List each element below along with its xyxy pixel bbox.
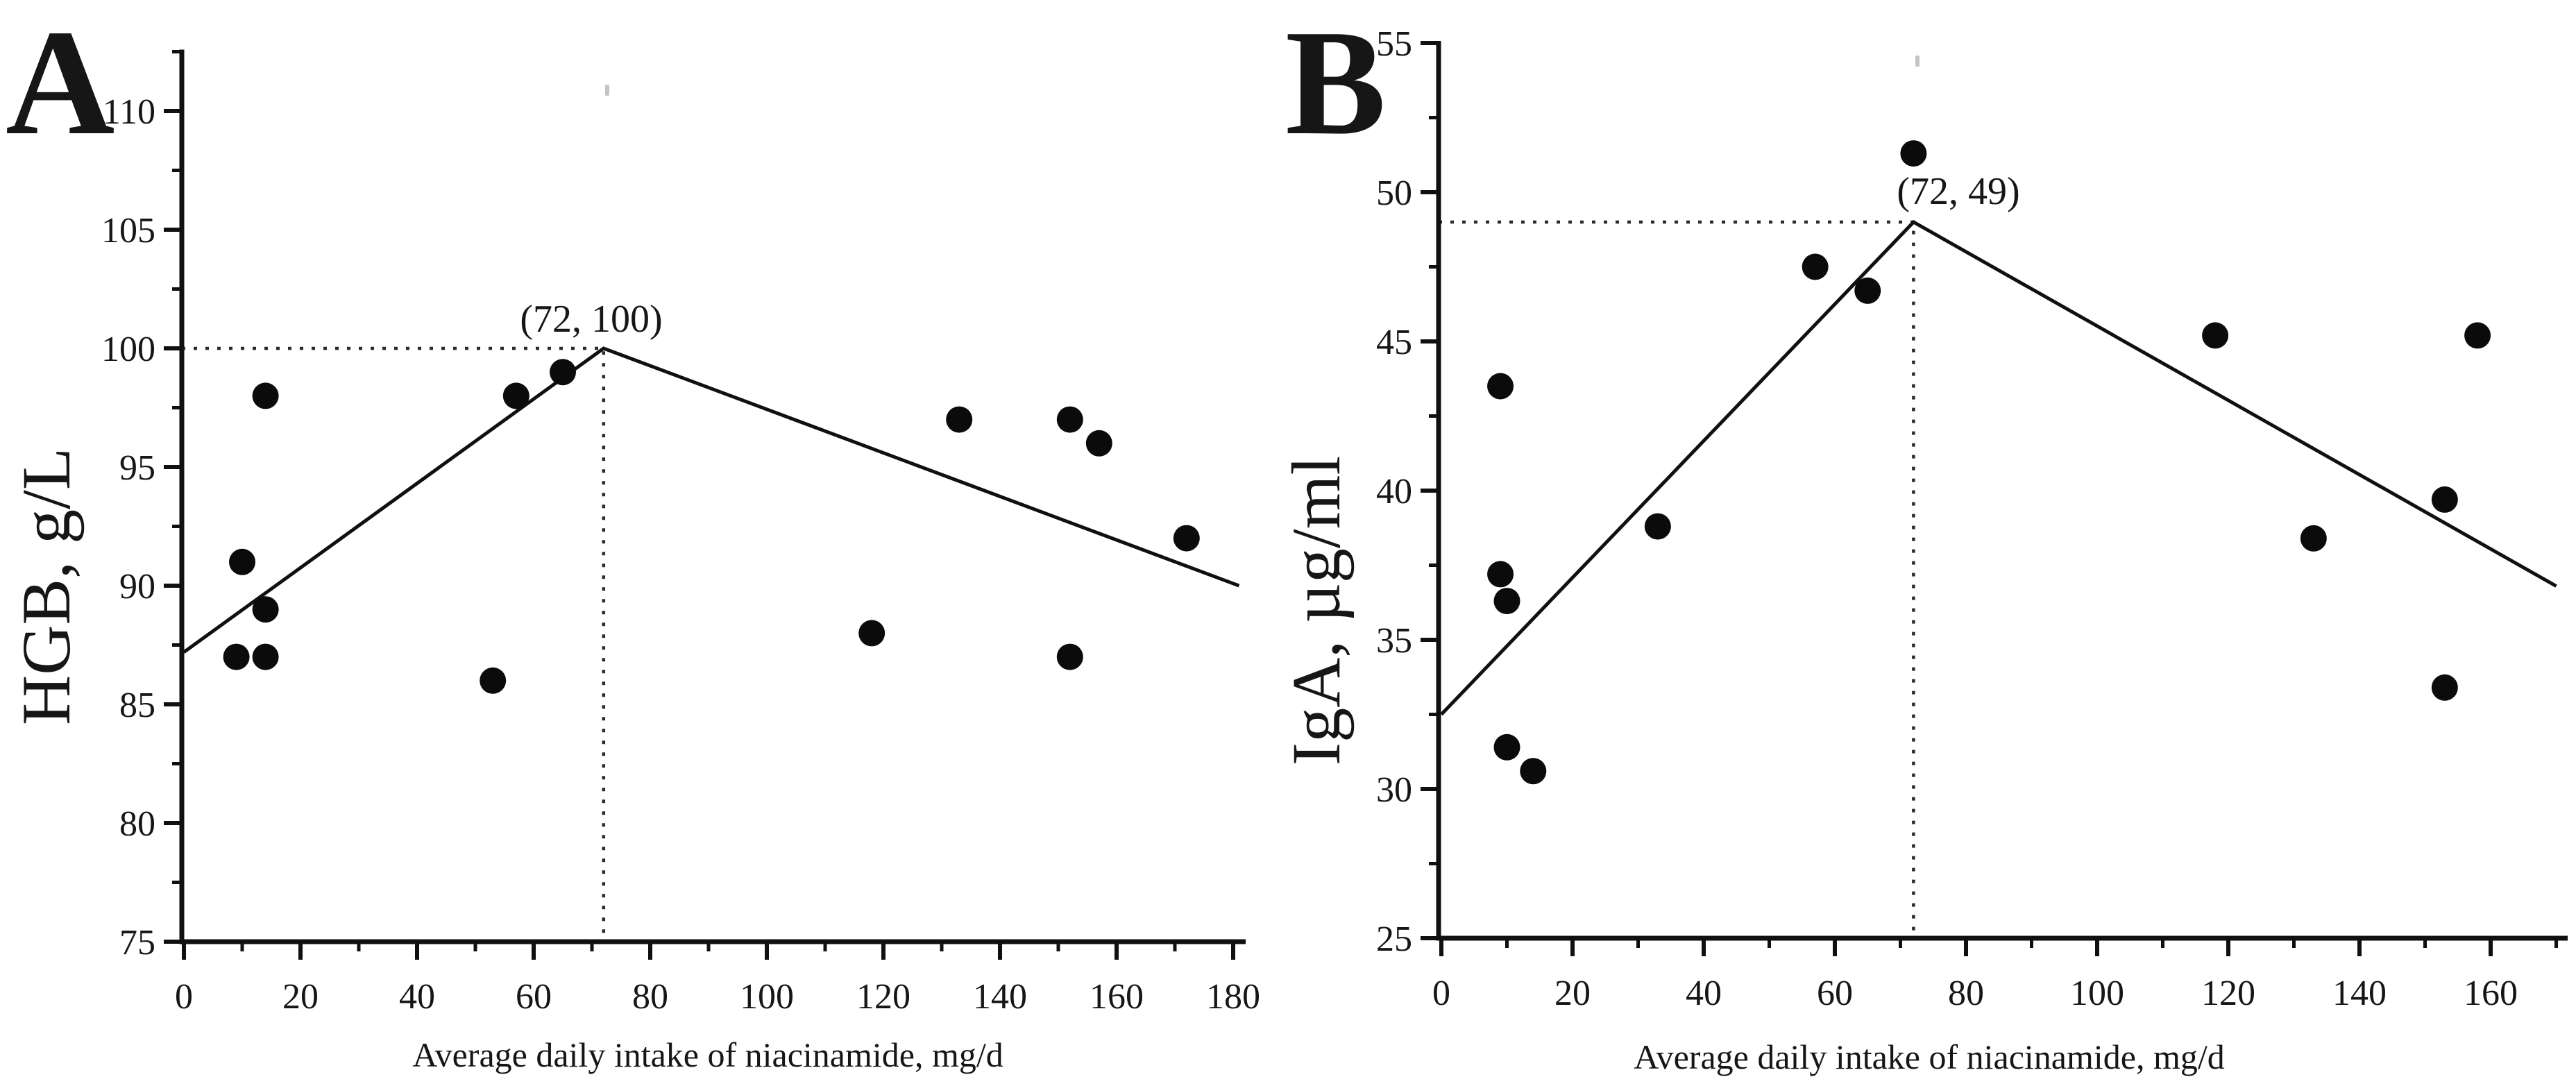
x-tick-label: 120	[856, 977, 910, 1017]
x-tick-label: 140	[2332, 974, 2387, 1013]
data-point	[252, 596, 279, 623]
panel-b-plot: 0 20 40 60 80 100 120 140 160 25 30 35 40 45 50 55	[1376, 24, 2568, 1013]
x-tick-label: 60	[1817, 974, 1853, 1013]
x-tick-label: 0	[1432, 974, 1450, 1013]
x-tick-label: 0	[175, 977, 193, 1017]
data-point	[2431, 674, 2458, 701]
y-tick-label: 45	[1376, 323, 1412, 362]
panel-a-plot: 0 20 40 60 80 100 120 140 160 180 75 80 85 90 95 100 105…	[101, 49, 1260, 1017]
x-tick-label: 180	[1206, 977, 1260, 1017]
data-point	[2202, 322, 2229, 349]
panel-a-label: A	[6, 0, 115, 167]
y-tick-label: 85	[119, 686, 155, 725]
data-point	[1085, 430, 1112, 457]
data-point	[252, 643, 279, 670]
panel-a-y-axis-title: HGB, g/L	[8, 448, 85, 725]
data-point	[252, 382, 279, 409]
data-point	[480, 667, 507, 694]
data-point	[1056, 406, 1083, 433]
x-tick-label: 120	[2201, 974, 2255, 1013]
x-tick-label: 80	[1948, 974, 1984, 1013]
panel-a-x-axis-title: Average daily intake of niacinamide, mg/…	[412, 1035, 1003, 1074]
data-point	[1644, 513, 1671, 540]
data-point	[550, 359, 576, 386]
y-tick-label: 75	[119, 923, 155, 962]
y-tick-label: 110	[103, 92, 155, 132]
data-point	[2464, 322, 2491, 349]
data-point	[502, 382, 529, 409]
x-tick-label: 100	[740, 977, 794, 1017]
data-point	[946, 406, 973, 433]
y-tick-label: 80	[119, 804, 155, 844]
y-tick-label: 100	[101, 330, 155, 369]
panel-b-label: B	[1285, 0, 1386, 167]
x-tick-label: 160	[1090, 977, 1144, 1017]
scan-speck	[1915, 56, 1920, 67]
data-point	[1900, 140, 1927, 167]
y-tick-label: 40	[1376, 472, 1412, 511]
data-point	[229, 548, 255, 575]
data-point	[1802, 253, 1829, 280]
segmented-fit-line	[183, 346, 1240, 654]
panel-a-breakpoint-annotation: (72, 100)	[520, 298, 662, 341]
x-tick-label: 140	[973, 977, 1027, 1017]
x-tick-label: 160	[2464, 974, 2518, 1013]
y-tick-label: 55	[1376, 24, 1412, 64]
data-point	[1520, 758, 1547, 785]
x-tick-label: 40	[1686, 974, 1722, 1013]
data-point	[2300, 525, 2327, 552]
segmented-fit-line	[1440, 219, 2557, 716]
panel-b-breakpoint-annotation: (72, 49)	[1897, 170, 2019, 213]
y-tick-label: 35	[1376, 621, 1412, 661]
breakpoint-dotted-reference	[182, 346, 606, 940]
data-point	[1493, 588, 1520, 615]
x-tick-label: 100	[2070, 974, 2124, 1013]
panel-b-x-axis-title: Average daily intake of niacinamide, mg/…	[1634, 1037, 2225, 1076]
y-tick-label: 50	[1376, 173, 1412, 213]
x-tick-label: 40	[399, 977, 435, 1017]
data-point	[1487, 373, 1514, 400]
x-tick-label: 80	[632, 977, 668, 1017]
x-tick-label: 20	[282, 977, 319, 1017]
data-point	[223, 643, 250, 670]
data-point	[858, 620, 886, 647]
y-tick-label: 95	[119, 448, 155, 488]
data-point	[1854, 277, 1881, 304]
data-point	[1173, 525, 1200, 552]
y-tick-label: 105	[101, 211, 155, 251]
y-tick-label: 90	[119, 567, 155, 607]
scan-speck	[605, 85, 609, 96]
figure-panel-b: 0 20 40 60 80 100 120 140 160 25 30 35 40 45 50 55 B Ig…	[1278, 0, 2568, 1076]
x-tick-label: 60	[516, 977, 552, 1017]
y-tick-label: 25	[1376, 919, 1412, 959]
y-tick-label: 30	[1376, 770, 1412, 810]
x-tick-label: 20	[1554, 974, 1591, 1013]
data-point	[1493, 733, 1520, 761]
figure-panel-a: 0 20 40 60 80 100 120 140 160 180 75 80 85 90 95 100 105…	[6, 0, 1260, 1074]
data-point	[1487, 561, 1514, 588]
data-point	[1056, 643, 1083, 670]
data-point	[2431, 486, 2458, 513]
panel-b-y-axis-title: IgA, µg/ml	[1278, 456, 1355, 765]
